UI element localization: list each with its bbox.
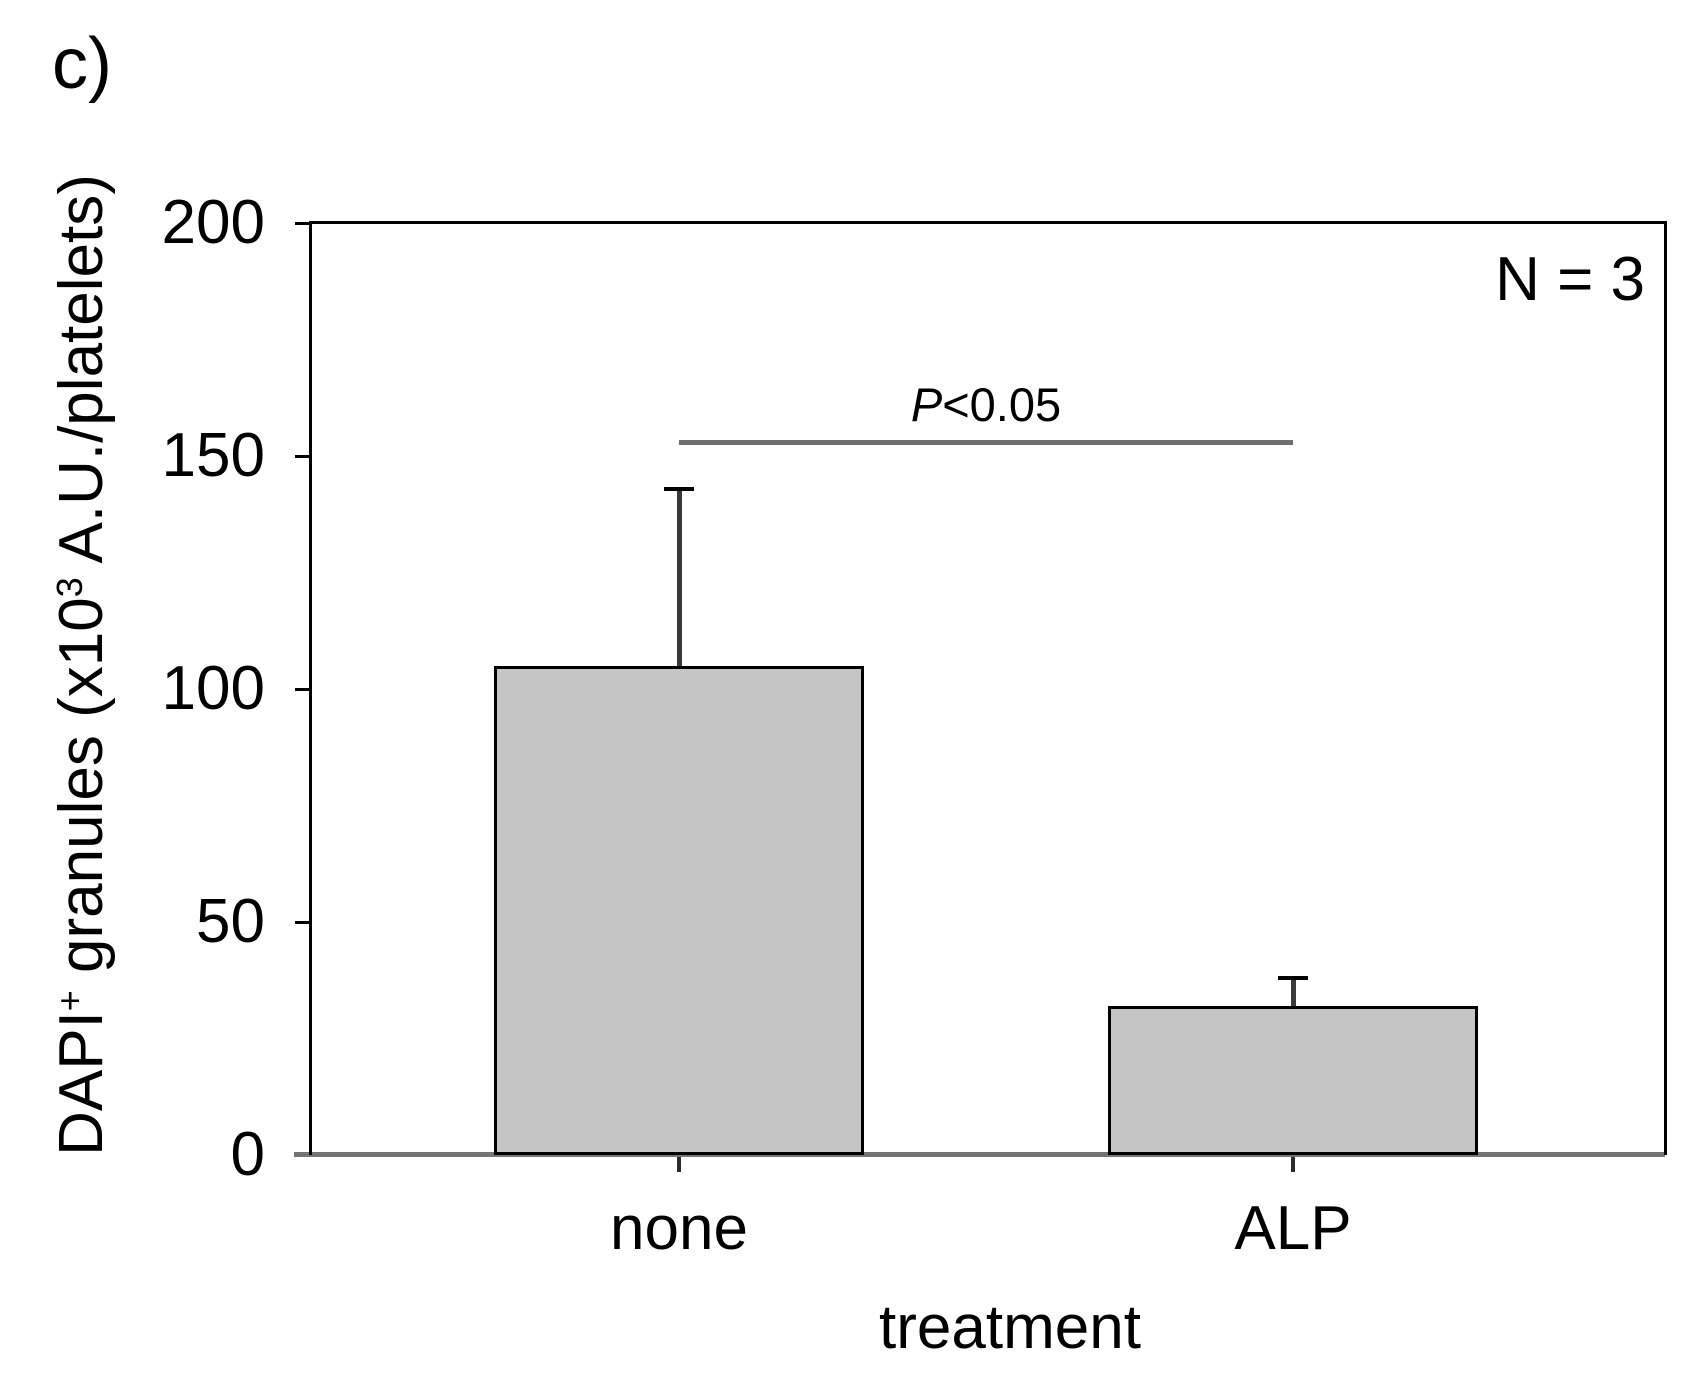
y-tick-label: 100	[161, 654, 265, 723]
x-tick-label: none	[610, 1194, 748, 1263]
x-axis-baseline	[294, 1152, 1665, 1157]
x-tick-label: ALP	[1234, 1194, 1352, 1263]
error-bar-cap	[1278, 975, 1308, 980]
bar	[494, 665, 864, 1155]
x-tick-mark	[677, 1157, 681, 1172]
significance-p-symbol: P	[910, 378, 943, 431]
significance-threshold: <0.05	[942, 378, 1062, 431]
x-axis-title: treatment	[879, 1293, 1141, 1362]
y-tick-label: 50	[196, 887, 265, 956]
error-bar-cap	[664, 486, 694, 491]
y-tick-mark	[295, 920, 310, 924]
panel-label: c)	[52, 24, 112, 104]
x-tick-mark	[1291, 1157, 1295, 1172]
y-tick-label: 0	[230, 1120, 265, 1189]
y-tick-label: 200	[161, 188, 265, 257]
y-tick-mark	[295, 221, 310, 225]
y-tick-label: 150	[161, 421, 265, 490]
sample-size-label: N = 3	[1495, 245, 1645, 314]
y-axis-label-superscript: 3	[49, 577, 91, 598]
significance-label: P<0.05	[786, 376, 1186, 434]
error-bar-stem	[1290, 977, 1296, 1006]
plot-box	[309, 221, 1667, 1155]
significance-line	[679, 440, 1293, 446]
y-axis-label-superscript: +	[49, 990, 91, 1012]
y-tick-mark	[295, 687, 310, 691]
error-bar-stem	[676, 488, 682, 666]
bar	[1108, 1005, 1478, 1155]
y-tick-mark	[295, 454, 310, 458]
